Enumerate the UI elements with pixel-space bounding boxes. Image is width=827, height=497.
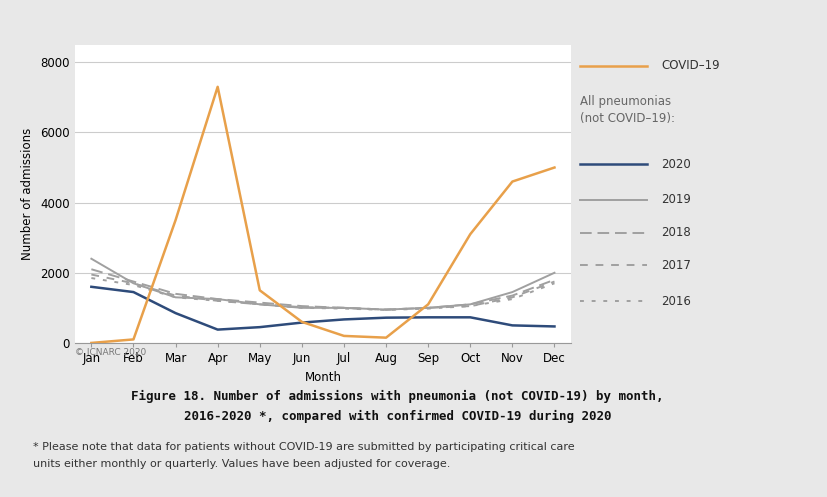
Text: 2019: 2019 [661,193,691,206]
Text: 2016-2020 *, compared with confirmed COVID-19 during 2020: 2016-2020 *, compared with confirmed COV… [184,410,610,423]
Y-axis label: Number of admissions: Number of admissions [22,128,35,260]
Text: 2017: 2017 [661,259,691,272]
Text: © ICNARC 2020: © ICNARC 2020 [74,348,146,357]
Text: 2020: 2020 [661,158,691,170]
Text: All pneumonias
(not COVID–19):: All pneumonias (not COVID–19): [579,95,674,125]
Text: Figure 18. Number of admissions with pneumonia (not COVID-19) by month,: Figure 18. Number of admissions with pne… [131,390,663,403]
Text: 2018: 2018 [661,226,691,239]
Text: units either monthly or quarterly. Values have been adjusted for coverage.: units either monthly or quarterly. Value… [33,459,450,469]
Text: COVID–19: COVID–19 [661,59,719,72]
Text: * Please note that data for patients without COVID-19 are submitted by participa: * Please note that data for patients wit… [33,442,574,452]
X-axis label: Month: Month [304,370,341,384]
Text: 2016: 2016 [661,295,691,308]
